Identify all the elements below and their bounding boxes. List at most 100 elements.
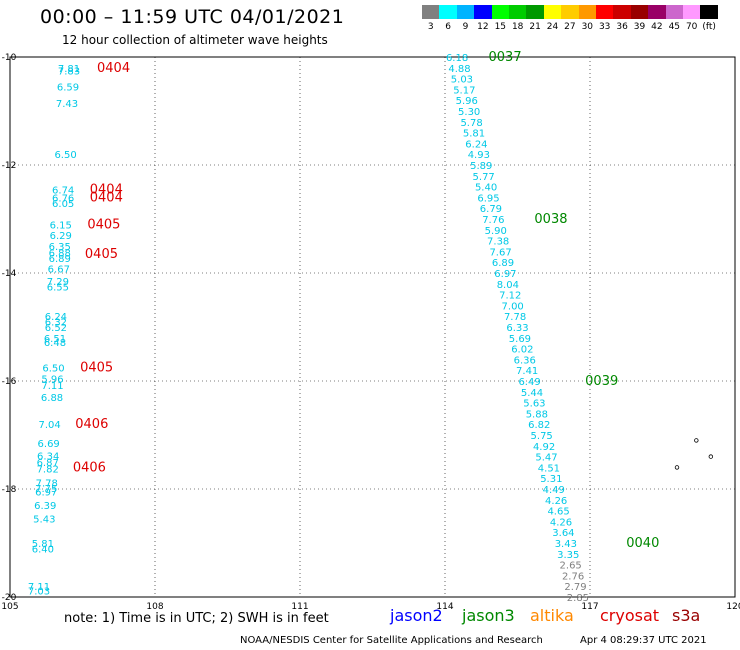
wave-height-value: 4.26 <box>550 517 572 528</box>
wave-height-value: 7.43 <box>56 99 78 110</box>
wave-height-value: 5.77 <box>473 172 495 183</box>
wave-height-value: 7.75 <box>35 484 57 495</box>
wave-height-value: 5.40 <box>475 183 497 194</box>
time-label: 0037 <box>489 50 522 65</box>
wave-height-value: 4.49 <box>543 485 565 496</box>
x-tick-label: 120 <box>726 602 740 612</box>
wave-height-value: 7.38 <box>487 237 509 248</box>
x-tick-label: 114 <box>436 602 453 612</box>
wave-height-value: 4.88 <box>448 64 470 75</box>
wave-height-value: 6.48 <box>44 338 66 349</box>
wave-height-value: 2.85 <box>567 593 589 604</box>
color-scale-swatch <box>700 5 718 19</box>
wave-height-value: 3.35 <box>557 550 579 561</box>
wave-height-value: 4.92 <box>533 442 555 453</box>
color-scale-label: 36 <box>616 22 628 32</box>
color-scale-swatch <box>474 5 492 19</box>
wave-height-value: 7.11 <box>28 582 50 593</box>
wave-height-value: 5.81 <box>32 539 54 550</box>
color-scale-swatch <box>456 5 475 19</box>
page-subtitle: 12 hour collection of altimeter wave hei… <box>62 33 328 47</box>
wave-height-value: 5.78 <box>460 118 482 129</box>
wave-height-value: 6.40 <box>32 544 54 555</box>
wave-height-value: 6.02 <box>511 345 533 356</box>
island-shape <box>694 438 699 443</box>
wave-height-value: 6.79 <box>480 204 502 215</box>
wave-height-value: 6.67 <box>48 265 70 276</box>
wave-height-value: 5.17 <box>453 85 475 96</box>
wave-height-value: 2.76 <box>562 571 584 582</box>
y-tick-label: -10 <box>2 53 17 63</box>
satellite-legend-item: cryosat <box>600 606 660 625</box>
y-tick-label: -12 <box>2 161 17 171</box>
color-scale-swatch <box>578 5 596 19</box>
time-label: 0405 <box>87 217 120 232</box>
x-tick-label: 108 <box>146 602 163 612</box>
time-label: 0406 <box>75 417 108 432</box>
color-scale-swatch <box>422 5 440 19</box>
color-scale-swatch <box>665 5 683 19</box>
wave-height-value: 6.49 <box>518 377 540 388</box>
wave-height-value: 6.82 <box>528 420 550 431</box>
wave-height-value: 6.89 <box>492 258 514 269</box>
x-tick-label: 111 <box>291 602 308 612</box>
wave-height-value: 6.95 <box>477 193 499 204</box>
credit-text: NOAA/NESDIS Center for Satellite Applica… <box>240 635 543 646</box>
wave-height-value: 6.87 <box>37 458 59 469</box>
wave-height-value: 5.43 <box>33 515 55 526</box>
time-label: 0039 <box>585 374 618 389</box>
color-scale-label: (ft) <box>702 22 716 32</box>
wave-height-value: 6.74 <box>52 185 74 196</box>
wave-height-value: 6.34 <box>37 452 59 463</box>
wave-height-value: 6.89 <box>49 254 71 265</box>
time-label: 0038 <box>534 212 567 227</box>
time-label: 0404 <box>90 190 123 205</box>
color-scale-label: 15 <box>494 22 507 32</box>
wave-height-value: 7.29 <box>47 277 69 288</box>
color-scale-label: 42 <box>651 22 663 32</box>
wave-height-value: 6.50 <box>54 150 76 161</box>
wave-height-value: 7.03 <box>28 587 50 598</box>
wave-height-value: 5.47 <box>535 453 557 464</box>
wave-height-value: 7.67 <box>489 247 511 258</box>
color-scale-label: 27 <box>564 22 576 32</box>
wave-height-value: 6.39 <box>34 501 56 512</box>
wave-height-value: 6.29 <box>50 231 72 242</box>
wave-height-value: 6.32 <box>45 318 67 329</box>
color-scale-swatch <box>683 5 701 19</box>
wave-height-value: 6.05 <box>52 199 74 210</box>
wave-height-value: 6.97 <box>494 269 516 280</box>
wave-height-value: 6.97 <box>35 488 57 499</box>
wave-height-value: 5.88 <box>526 409 548 420</box>
island-shape <box>708 454 714 459</box>
time-label: 0405 <box>80 361 113 376</box>
color-scale-swatch <box>561 5 579 19</box>
wave-height-value: 5.75 <box>531 431 553 442</box>
color-scale-swatch <box>509 5 527 19</box>
color-scale-swatch <box>439 5 457 19</box>
wave-height-value: 7.12 <box>499 291 521 302</box>
x-tick-label: 105 <box>1 602 18 612</box>
wave-height-value: 7.04 <box>39 420 61 431</box>
wave-height-value: 6.24 <box>45 312 67 323</box>
wave-height-value: 6.51 <box>44 334 66 345</box>
wave-height-value: 6.18 <box>446 53 468 64</box>
color-scale-label: 45 <box>668 22 681 32</box>
wave-height-value: 5.69 <box>509 334 531 345</box>
time-label: 0406 <box>73 460 106 475</box>
time-label: 0404 <box>97 61 130 76</box>
color-scale-swatch <box>648 5 666 19</box>
timestamp-text: Apr 4 08:29:37 UTC 2021 <box>580 635 707 646</box>
color-scale-swatch <box>491 5 509 19</box>
x-tick-label: 117 <box>581 602 598 612</box>
wave-height-value: 5.96 <box>41 374 63 385</box>
satellite-legend-item: s3a <box>672 606 701 625</box>
wave-height-value: 4.26 <box>545 496 567 507</box>
wave-height-value: 4.51 <box>538 463 560 474</box>
wave-height-value: 6.52 <box>45 323 67 334</box>
color-scale-label: 24 <box>546 22 559 32</box>
wave-height-value: 6.59 <box>57 83 79 94</box>
wave-height-value: 6.88 <box>41 393 63 404</box>
satellite-legend-item: jason3 <box>462 606 515 625</box>
